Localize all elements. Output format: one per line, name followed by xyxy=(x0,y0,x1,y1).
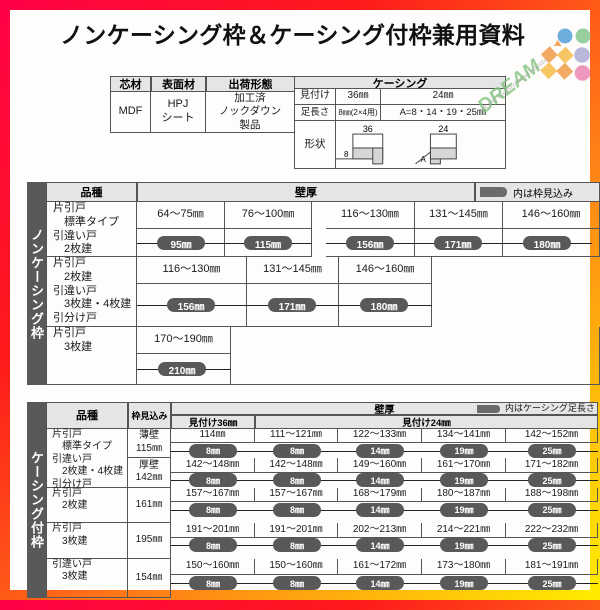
svg-text:WE ARE TRANSFORMING HOUSES: WE ARE TRANSFORMING HOUSES xyxy=(480,57,550,114)
